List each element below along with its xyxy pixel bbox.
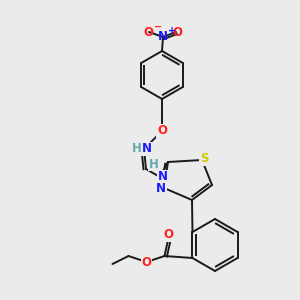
Text: H: H [149,158,159,170]
Text: N: N [158,31,168,44]
Text: H: H [132,142,142,155]
Text: N: N [156,182,166,194]
Text: O: O [157,124,167,137]
Text: O: O [142,256,152,268]
Text: N: N [158,170,168,184]
Text: O: O [143,26,153,38]
Text: N: N [142,142,152,155]
Text: −: − [154,22,162,32]
Text: O: O [172,26,182,38]
Text: S: S [200,152,208,166]
Text: O: O [164,229,173,242]
Text: +: + [168,26,176,36]
